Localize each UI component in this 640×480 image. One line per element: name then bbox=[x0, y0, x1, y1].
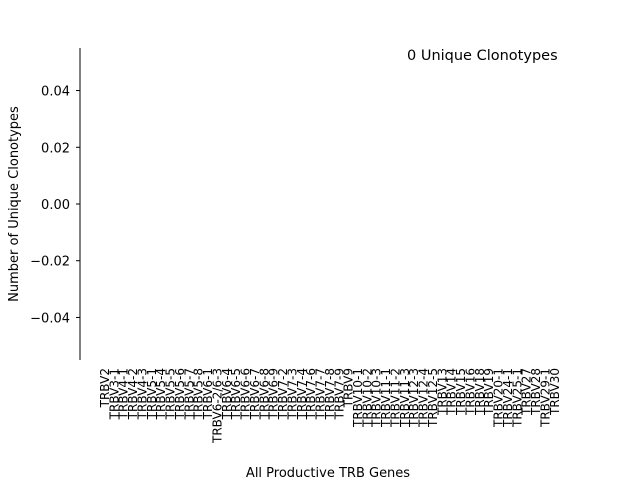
x-tick-label: TRBV24-1 bbox=[501, 368, 515, 428]
x-tick-label: TRBV20-1 bbox=[492, 368, 506, 428]
x-tick-label: TRBV3-1 bbox=[107, 368, 121, 420]
y-tick-label: 0.04 bbox=[41, 85, 70, 100]
x-tick-label: TRBV15 bbox=[454, 368, 468, 416]
x-tick-label: TRBV12-4 bbox=[417, 368, 431, 428]
y-tick-label: −0.04 bbox=[30, 311, 70, 326]
x-tick-label: TRBV11-2 bbox=[388, 368, 402, 428]
x-tick-label: TRBV6-1 bbox=[201, 368, 215, 420]
y-axis-label: Number of Unique Clonotypes bbox=[7, 106, 22, 302]
y-ticks: 0.04 0.02 0.00 −0.02 −0.04 bbox=[30, 85, 80, 326]
x-tick-label: TRBV11-1 bbox=[379, 368, 393, 428]
x-tick-label: TRBV13 bbox=[435, 368, 449, 416]
x-tick-label: TRBV7-3 bbox=[285, 368, 299, 420]
x-tick-label: TRBV7-6 bbox=[304, 368, 318, 420]
x-tick-label: TRBV6-4 bbox=[220, 368, 234, 420]
x-tick-label: TRBV25-1 bbox=[510, 368, 524, 428]
x-tick-label: TRBV18 bbox=[473, 368, 487, 416]
x-axis-label: All Productive TRB Genes bbox=[246, 466, 410, 480]
x-tick-label: TRBV6-2/6-3 bbox=[210, 368, 224, 444]
x-tick-label: TRBV6-7 bbox=[248, 368, 262, 420]
x-tick-label: TRBV12-3 bbox=[407, 368, 421, 428]
y-tick-label: −0.02 bbox=[30, 255, 70, 270]
x-tick-label: TRBV5-6 bbox=[173, 368, 187, 420]
x-tick-label: TRBV10-1 bbox=[351, 368, 365, 428]
x-tick-label: TRBV11-3 bbox=[398, 368, 412, 428]
x-tick-label: TRBV27 bbox=[520, 368, 534, 416]
x-tick-label: TRBV10-3 bbox=[370, 368, 384, 428]
x-tick-label: TRBV7-9 bbox=[332, 368, 346, 420]
x-tick-label: TRBV19 bbox=[482, 368, 496, 416]
x-tick-label: TRBV5-1 bbox=[145, 368, 159, 420]
x-tick-label: TRBV28 bbox=[529, 368, 543, 416]
y-tick-label: 0.00 bbox=[41, 198, 70, 213]
x-tick-label: TRBV6-6 bbox=[239, 368, 253, 420]
x-tick-label: TRBV29-1 bbox=[538, 368, 552, 428]
x-tick-label: TRBV7-4 bbox=[295, 368, 309, 420]
x-tick-label: TRBV7-2 bbox=[276, 368, 290, 420]
x-tick-label: TRBV7-7 bbox=[314, 368, 328, 420]
x-tick-label: TRBV6-5 bbox=[229, 368, 243, 420]
x-tick-label: TRBV6-9 bbox=[267, 368, 281, 420]
y-tick-label: 0.02 bbox=[41, 141, 70, 156]
x-tick-label: TRBV9 bbox=[342, 368, 356, 408]
x-tick-label: TRBV16 bbox=[463, 368, 477, 416]
x-tick-label: TRBV5-7 bbox=[182, 368, 196, 420]
x-tick-label: TRBV10-2 bbox=[360, 368, 374, 428]
x-tick-label: TRBV4-1 bbox=[117, 368, 131, 420]
x-tick-label: TRBV4-2 bbox=[126, 368, 140, 420]
clonotype-count-annotation: 0 Unique Clonotypes bbox=[407, 48, 558, 64]
x-tick-label: TRBV5-8 bbox=[192, 368, 206, 420]
x-tick-label: TRBV5-4 bbox=[154, 368, 168, 420]
x-tick-label: TRBV14 bbox=[445, 368, 459, 416]
x-tick-label: TRBV7-8 bbox=[323, 368, 337, 420]
x-tick-label: TRBV2 bbox=[98, 368, 112, 408]
x-tick-label: TRBV12-5 bbox=[426, 368, 440, 428]
x-ticks: TRBV2TRBV3-1TRBV4-1TRBV4-2TRBV4-3TRBV5-1… bbox=[98, 368, 562, 444]
x-tick-label: TRBV5-5 bbox=[164, 368, 178, 420]
x-tick-label: TRBV6-8 bbox=[257, 368, 271, 420]
x-tick-label: TRBV4-3 bbox=[135, 368, 149, 420]
x-tick-label: TRBV30 bbox=[548, 368, 562, 416]
